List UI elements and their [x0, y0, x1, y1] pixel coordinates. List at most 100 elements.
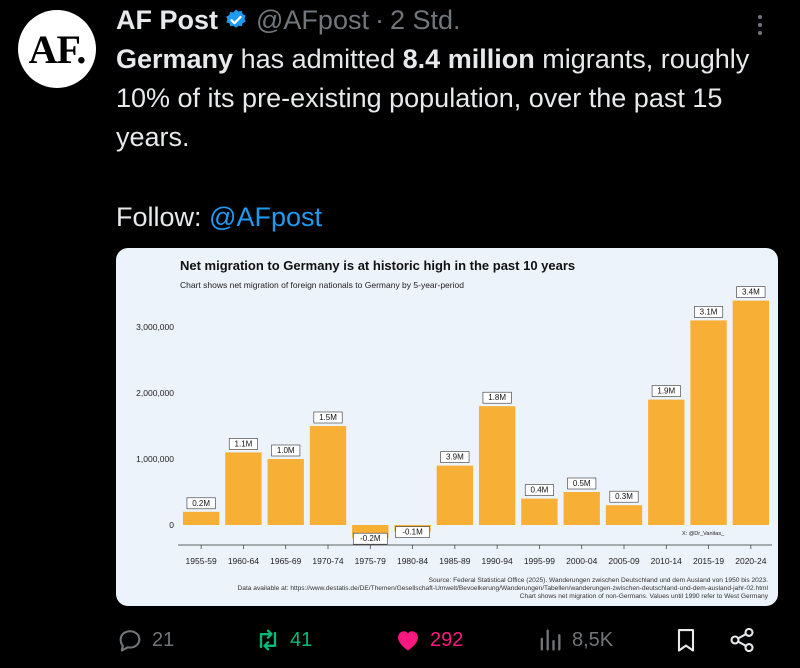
y-tick-label: 3,000,000 [136, 322, 174, 332]
data-label: 3.4M [742, 288, 760, 297]
tweet-timestamp[interactable]: 2 Std. [389, 4, 461, 35]
share-button[interactable] [728, 620, 756, 660]
chart-watermark: X: @Dr_Vanitas_ [682, 531, 725, 537]
share-icon [730, 627, 754, 653]
bookmark-icon [677, 629, 695, 652]
x-tick-label: 2010-14 [651, 556, 682, 566]
bar-2010-14 [648, 399, 685, 525]
bar-1965-69 [267, 459, 304, 525]
x-tick-label: 1995-99 [524, 556, 555, 566]
bar-1995-99 [521, 498, 558, 525]
data-label-box [609, 490, 639, 503]
data-label: 0.2M [192, 499, 210, 508]
bar-2000-04 [563, 492, 600, 525]
chart-source-line-3: Chart shows net migration of non-Germans… [520, 593, 769, 600]
data-label-box [395, 526, 430, 538]
bar-1960-64 [225, 452, 262, 525]
chart-image[interactable]: Net migration to Germany is at historic … [116, 248, 778, 606]
views-icon [540, 629, 561, 651]
x-tick-label: 1990-94 [482, 556, 513, 566]
data-label: 1.0M [277, 446, 295, 455]
migration-bar-chart: Net migration to Germany is at historic … [136, 258, 772, 600]
data-label-box [352, 532, 388, 545]
reply-button[interactable]: 21 [116, 620, 174, 660]
follow-label: Follow: [116, 202, 210, 232]
data-label: 3.1M [700, 307, 718, 316]
retweet-count: 41 [290, 628, 313, 651]
tweet-text-segment: has admitted [233, 44, 403, 74]
bar-1990-94 [478, 406, 516, 525]
author-handle[interactable]: @AFpost [256, 4, 369, 35]
bar-1985-89 [436, 465, 474, 525]
chart-title: Net migration to Germany is at historic … [180, 258, 575, 273]
reply-icon [119, 630, 141, 652]
more-icon[interactable] [748, 10, 772, 40]
bookmark-button[interactable] [672, 620, 700, 660]
data-label-box [567, 477, 597, 490]
x-tick-label: 1965-69 [270, 556, 301, 566]
data-label-box [524, 484, 554, 496]
data-label: -0.2M [360, 534, 381, 543]
views-count: 8,5K [572, 628, 614, 651]
bar-2005-09 [605, 505, 643, 525]
data-label: 1.8M [488, 393, 506, 402]
heart-icon [398, 631, 418, 651]
data-label-box [651, 385, 681, 397]
bar-1955-59 [182, 511, 220, 525]
x-tick-label: 2015-19 [693, 556, 724, 566]
data-label-box [482, 391, 512, 404]
data-label-box [186, 497, 216, 510]
bar-2020-24 [732, 300, 770, 525]
data-label: 1.9M [657, 387, 675, 396]
author-name[interactable]: AF Post [116, 4, 219, 35]
views-button[interactable]: 8,5K [536, 620, 613, 660]
data-label-box [228, 438, 258, 450]
verified-badge-icon [226, 9, 246, 28]
like-button[interactable]: 292 [394, 620, 463, 660]
data-label: 3.9M [446, 453, 464, 462]
like-count: 292 [430, 628, 464, 651]
retweet-icon [259, 629, 277, 651]
y-tick-label: 0 [169, 520, 174, 530]
retweet-button[interactable]: 41 [254, 620, 312, 660]
data-label: 0.3M [615, 492, 633, 501]
x-tick-label: 1955-59 [186, 556, 217, 566]
data-label-box [313, 411, 343, 424]
chart-subtitle: Chart shows net migration of foreign nat… [180, 280, 464, 290]
reply-count: 21 [152, 628, 175, 651]
data-label-box [271, 444, 301, 457]
bar-2015-19 [690, 320, 727, 525]
x-tick-label: 1970-74 [312, 556, 343, 566]
x-tick-label: 2000-04 [566, 556, 597, 566]
x-tick-label: 2020-24 [735, 556, 766, 566]
tweet-text: Germany has admitted 8.4 million migrant… [116, 40, 776, 157]
tweet-header: AF Post @AFpost · 2 Std. [116, 4, 461, 36]
x-tick-label: 1985-89 [439, 556, 470, 566]
data-label-box [440, 451, 470, 463]
x-tick-label: 1975-79 [355, 556, 386, 566]
y-tick-label: 2,000,000 [136, 388, 174, 398]
data-label-box [694, 306, 724, 318]
chart-source-line-2: Data available at: https://www.destatis.… [238, 585, 769, 592]
avatar[interactable]: AF. [18, 10, 96, 88]
data-label: -0.1M [402, 528, 423, 537]
follow-line: Follow: @AFpost [116, 198, 322, 237]
tweet-text-bold: Germany [116, 44, 234, 74]
data-label-box [736, 286, 766, 298]
x-tick-label: 1980-84 [397, 556, 428, 566]
avatar-text: AF. [28, 26, 87, 72]
x-tick-label: 2005-09 [608, 556, 639, 566]
data-label: 1.1M [235, 439, 253, 448]
chart-source-line-1: Source: Federal Statistical Office (2025… [429, 577, 769, 584]
y-tick-label: 1,000,000 [136, 454, 174, 464]
action-bar: 21 41 292 8,5K [116, 620, 780, 660]
tweet-text-bold: 8.4 million [402, 44, 535, 74]
x-tick-label: 1960-64 [228, 556, 259, 566]
follow-handle-link[interactable]: @AFpost [209, 202, 322, 232]
separator-dot: · [374, 4, 384, 35]
bar-1970-74 [309, 426, 347, 525]
data-label: 0.4M [531, 486, 549, 495]
tweet-text-segment: migrants, roughly 10% of its pre-existin… [116, 44, 750, 152]
data-label: 0.5M [573, 479, 591, 488]
data-label: 1.5M [319, 413, 337, 422]
